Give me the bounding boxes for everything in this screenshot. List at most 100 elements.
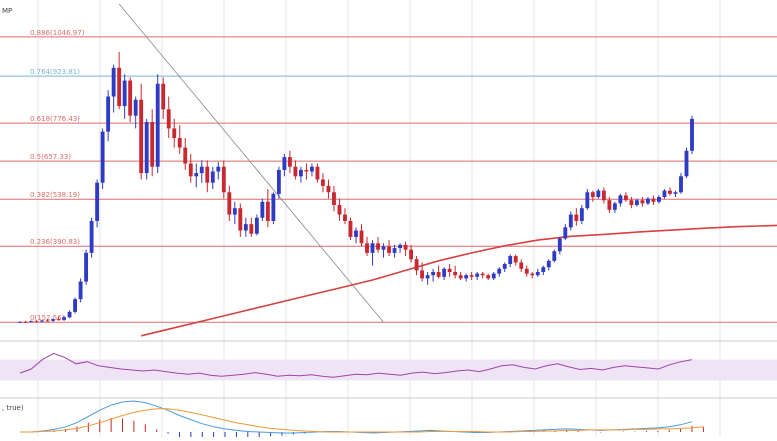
macd-histogram xyxy=(42,418,704,441)
candle-body xyxy=(62,317,66,320)
candle-body xyxy=(464,275,469,279)
candle-body xyxy=(332,192,336,205)
candle-body xyxy=(546,260,551,268)
macd-header-label: , true) xyxy=(2,404,24,412)
candle-body xyxy=(601,190,606,201)
candle-body xyxy=(84,252,89,282)
candle-body xyxy=(282,157,287,170)
candle-body xyxy=(40,320,44,322)
candle-body xyxy=(56,319,61,321)
candle-body xyxy=(475,273,480,277)
candle-body xyxy=(216,166,221,172)
fib-level-label: 0.382(538.19) xyxy=(30,191,80,199)
candle-body xyxy=(552,251,557,261)
candle-body xyxy=(29,321,33,323)
candle-body xyxy=(541,267,546,272)
candle-body xyxy=(133,99,138,116)
candle-body xyxy=(420,270,425,279)
candle-body xyxy=(177,138,182,148)
candle-body xyxy=(122,80,127,107)
candle-body xyxy=(502,264,507,269)
fibonacci-trendline xyxy=(118,3,384,323)
candle-body xyxy=(359,230,364,244)
candle-body xyxy=(205,166,210,183)
candle-body xyxy=(690,118,694,151)
candle-body xyxy=(491,273,496,279)
candle-body xyxy=(458,275,463,279)
fibonacci-levels: 0.886(1046.97) 0.764(923.81) 0.618(776.43)… xyxy=(0,29,777,323)
candle-body xyxy=(612,203,617,210)
candle-body xyxy=(629,200,634,205)
candle-body xyxy=(563,227,568,239)
fib-level-label: 0.764(923.81) xyxy=(30,68,80,76)
candle-body xyxy=(221,166,226,193)
candle-body xyxy=(326,185,331,193)
candle-body xyxy=(618,195,623,204)
candle-body xyxy=(370,243,375,253)
candle-body xyxy=(651,198,656,202)
candle-body xyxy=(524,268,529,274)
fib-level-label: 0.236(390.83) xyxy=(30,238,80,246)
candle-body xyxy=(530,273,535,276)
candle-body xyxy=(574,214,579,221)
candle-body xyxy=(67,311,72,318)
candle-body xyxy=(23,321,28,323)
candle-body xyxy=(243,224,248,231)
rsi-band xyxy=(0,359,777,381)
candle-body xyxy=(387,246,391,253)
candle-body xyxy=(321,179,325,186)
candle-body xyxy=(183,147,188,164)
candle-body xyxy=(315,166,320,180)
candle-body xyxy=(469,275,474,277)
candle-body xyxy=(431,272,436,276)
candle-body xyxy=(249,224,254,234)
candle-body xyxy=(585,192,590,209)
candle-body xyxy=(18,321,22,323)
symbol-label: MP xyxy=(2,7,12,15)
candle-body xyxy=(310,166,314,172)
candle-body xyxy=(414,259,419,271)
candle-body xyxy=(232,208,237,215)
rsi-line xyxy=(19,352,693,378)
candle-body xyxy=(447,268,452,272)
candle-body xyxy=(271,193,276,221)
candle-body xyxy=(568,214,573,228)
candle-body xyxy=(590,192,595,198)
candle-body xyxy=(668,190,672,194)
moving-average-line xyxy=(141,224,777,337)
candle-body xyxy=(623,195,628,201)
candlesticks xyxy=(18,51,694,324)
candle-body xyxy=(276,169,281,194)
candle-body xyxy=(51,319,55,321)
candle-body xyxy=(425,275,430,279)
candle-body xyxy=(260,201,265,218)
candle-body xyxy=(392,248,397,253)
candle-body xyxy=(89,220,94,253)
candle-body xyxy=(519,262,524,269)
candle-body xyxy=(150,122,155,167)
candle-body xyxy=(646,198,650,204)
candle-body xyxy=(513,256,518,263)
candle-body xyxy=(557,238,562,252)
candle-body xyxy=(409,249,414,260)
candle-body xyxy=(662,190,667,198)
candle-body xyxy=(139,99,144,174)
candle-body xyxy=(354,230,358,237)
candle-body xyxy=(34,321,39,323)
candle-body xyxy=(376,243,380,250)
candle-body xyxy=(117,67,122,107)
candle-body xyxy=(398,244,402,249)
candle-body xyxy=(684,150,689,177)
fib-level-label: 0(152.56) xyxy=(30,314,65,322)
candle-body xyxy=(596,190,601,198)
candle-body xyxy=(480,273,485,276)
macd-line xyxy=(20,400,693,434)
candle-body xyxy=(106,96,111,132)
candle-body xyxy=(365,243,369,253)
candle-body xyxy=(657,197,661,202)
candle-body xyxy=(128,80,133,116)
candle-body xyxy=(78,281,83,300)
candle-body xyxy=(579,208,584,221)
candle-body xyxy=(497,268,502,274)
